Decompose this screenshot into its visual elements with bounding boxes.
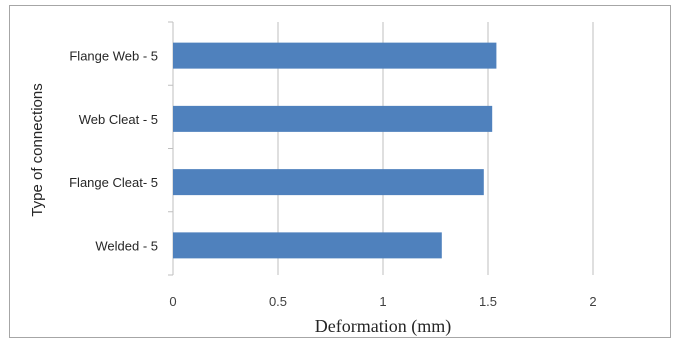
x-axis-title: Deformation (mm) [315, 316, 451, 337]
category-label: Flange Web - 5 [69, 49, 158, 64]
bar [173, 105, 493, 132]
x-tick-label: 1 [379, 294, 386, 309]
x-tick-label: 0 [169, 294, 176, 309]
bar [173, 169, 484, 196]
x-tick-label: 2 [589, 294, 596, 309]
x-tick-labels: 0 0.5 1 1.5 2 [169, 294, 596, 309]
bars [173, 42, 497, 259]
x-tick-label: 0.5 [269, 294, 287, 309]
bar [173, 232, 442, 259]
bar [173, 42, 497, 69]
category-label: Flange Cleat- 5 [69, 175, 158, 190]
category-labels: Flange Web - 5 Web Cleat - 5 Flange Cleat-… [69, 49, 158, 254]
y-axis-title: Type of connections [29, 83, 46, 216]
x-tick-label: 1.5 [479, 294, 497, 309]
category-label: Welded - 5 [95, 238, 158, 253]
category-label: Web Cleat - 5 [79, 112, 158, 127]
